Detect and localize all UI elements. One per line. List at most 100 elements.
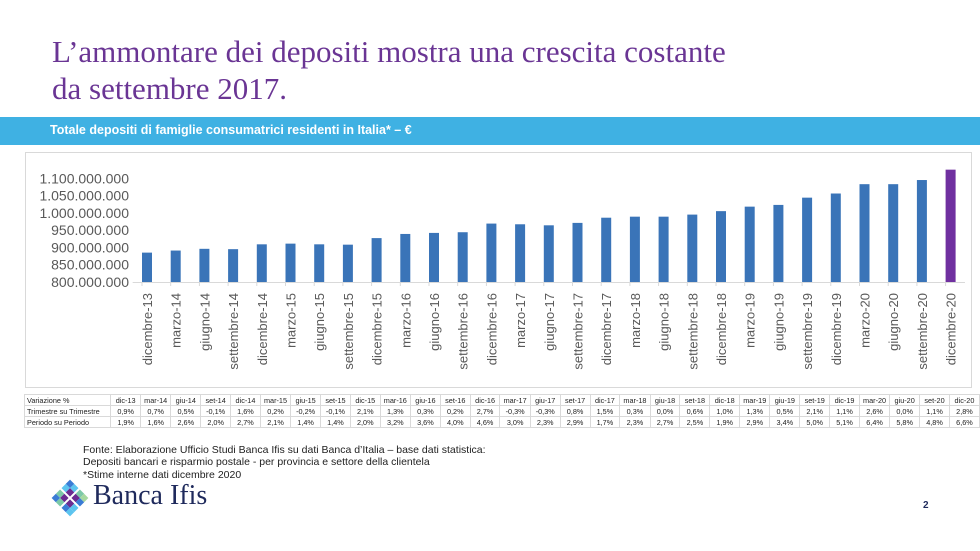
- x-tick-label: marzo-15: [284, 293, 299, 348]
- table-column-header: dic-14: [230, 394, 261, 406]
- table-cell: 2,7%: [469, 405, 501, 417]
- bar: [572, 222, 583, 282]
- bar: [687, 214, 698, 282]
- table-cell: 2,6%: [170, 416, 202, 428]
- table-column-header: giu-14: [170, 394, 202, 406]
- table-column-header: dic-20: [948, 394, 980, 406]
- chart-title: Totale depositi di famiglie consumatrici…: [50, 123, 412, 137]
- bar: [486, 223, 497, 282]
- table-cell: 2,1%: [799, 405, 831, 417]
- table-column-header: set-18: [679, 394, 711, 406]
- y-tick-label: 1.050.000.000: [39, 188, 129, 204]
- table-cell: 0,7%: [140, 405, 172, 417]
- table-cell: 2,1%: [259, 416, 292, 428]
- x-tick-label: marzo-14: [169, 293, 184, 348]
- x-tick-label: settembre-19: [800, 293, 815, 370]
- table-cell: -0,1%: [320, 405, 351, 417]
- table-cell: 1,6%: [230, 405, 261, 417]
- bar: [371, 238, 382, 282]
- table-column-header: set-15: [320, 394, 351, 406]
- table-cell: 2,9%: [739, 416, 771, 428]
- x-tick-label: dicembre-18: [714, 293, 729, 365]
- slide-title-line-1: L’ammontare dei depositi mostra una cres…: [52, 34, 726, 69]
- table-column-header: mar-16: [379, 394, 411, 406]
- table-cell: 4,6%: [469, 416, 501, 428]
- table-cell: -0,2%: [290, 405, 322, 417]
- source-line: Fonte: Elaborazione Ufficio Studi Banca …: [83, 444, 486, 456]
- variation-table: Variazione % dic-13 mar-14 giu-14 set-14 dic-…: [23, 394, 980, 428]
- table-column-header: mar-20: [858, 394, 891, 406]
- table-column-header: giu-17: [529, 394, 561, 406]
- bar: [256, 244, 267, 282]
- y-tick-label: 900.000.000: [51, 239, 129, 255]
- table-cell: 3,0%: [499, 416, 531, 428]
- table-cell: 1,9%: [110, 416, 142, 428]
- table-column-header: giu-19: [769, 394, 801, 406]
- bar: [744, 206, 755, 282]
- table-column-header: mar-15: [259, 394, 292, 406]
- x-tick-label: giugno-17: [542, 293, 557, 351]
- table-cell: 3,6%: [409, 416, 441, 428]
- table-cell: 0,0%: [889, 405, 921, 417]
- table-cell: 0,2%: [259, 405, 292, 417]
- bar: [515, 224, 526, 282]
- bar: [342, 244, 353, 282]
- x-tick-label: settembre-14: [226, 293, 241, 370]
- table-cell: 2,3%: [529, 416, 561, 428]
- table-column-header: mar-17: [499, 394, 531, 406]
- table-column-header: giu-18: [649, 394, 681, 406]
- table-cell: -0,1%: [200, 405, 232, 417]
- table-cell: 5,1%: [829, 416, 860, 428]
- table-cell: -0,3%: [499, 405, 531, 417]
- bar: [400, 233, 411, 282]
- bar: [429, 232, 439, 282]
- x-axis: dicembre-13 marzo-14 giugno-14 settembre-14…: [140, 282, 959, 370]
- table-column-header: set-19: [799, 394, 831, 406]
- x-tick-label: dicembre-15: [370, 293, 385, 365]
- table-row: Periodo su Periodo 1,9% 1,6% 2,6% 2,0% 2,7% 2,…: [23, 416, 980, 428]
- table-header-row: Variazione % dic-13 mar-14 giu-14 set-14 dic-…: [23, 394, 980, 406]
- table-column-header: set-17: [559, 394, 591, 406]
- bar: [773, 204, 784, 282]
- table-row: Trimestre su Trimestre 0,9% 0,7% 0,5% -0,1% 1…: [23, 405, 980, 417]
- x-tick-label: dicembre-17: [599, 293, 614, 365]
- table-cell: 2,8%: [948, 405, 980, 417]
- table-cell: 1,3%: [379, 405, 411, 417]
- x-tick-label: settembre-18: [685, 293, 700, 370]
- slide-title-line-2: da settembre 2017.: [52, 71, 288, 106]
- bar: [888, 184, 899, 282]
- table-cell: 6,4%: [858, 416, 891, 428]
- table-cell: 1,0%: [709, 405, 741, 417]
- x-tick-label: giugno-15: [312, 293, 327, 351]
- x-tick-label: dicembre-20: [944, 293, 959, 365]
- table-cell: 0,6%: [679, 405, 711, 417]
- bar: [170, 250, 181, 282]
- bars-group: [142, 169, 956, 282]
- x-tick-label: marzo-17: [513, 293, 528, 348]
- source-line: Depositi bancari e risparmio postale - p…: [83, 456, 430, 469]
- table-cell: 0,3%: [619, 405, 651, 417]
- table-column-header: dic-15: [349, 394, 381, 406]
- table-column-header: dic-18: [709, 394, 741, 406]
- x-tick-label: dicembre-14: [255, 293, 270, 365]
- table-cell: 2,5%: [679, 416, 711, 428]
- bar: [457, 232, 468, 282]
- table-cell: 1,5%: [589, 405, 621, 417]
- table-cell: 1,7%: [589, 416, 621, 428]
- table-cell: 3,2%: [379, 416, 411, 428]
- banca-ifis-logo-icon: [51, 479, 89, 517]
- table-column-header: dic-16: [469, 394, 501, 406]
- table-cell: 0,5%: [769, 405, 801, 417]
- x-tick-label: marzo-18: [628, 293, 643, 348]
- x-tick-label: marzo-16: [398, 293, 413, 348]
- y-tick-label: 1.000.000.000: [39, 205, 129, 221]
- table-cell: 1,4%: [290, 416, 322, 428]
- table-column-header: set-14: [200, 394, 232, 406]
- table-cell: 2,0%: [349, 416, 381, 428]
- x-tick-label: settembre-20: [915, 293, 930, 370]
- table-column-header: mar-19: [739, 394, 771, 406]
- table-cell: 2,3%: [619, 416, 651, 428]
- bar: [658, 216, 669, 282]
- bar: [142, 252, 152, 282]
